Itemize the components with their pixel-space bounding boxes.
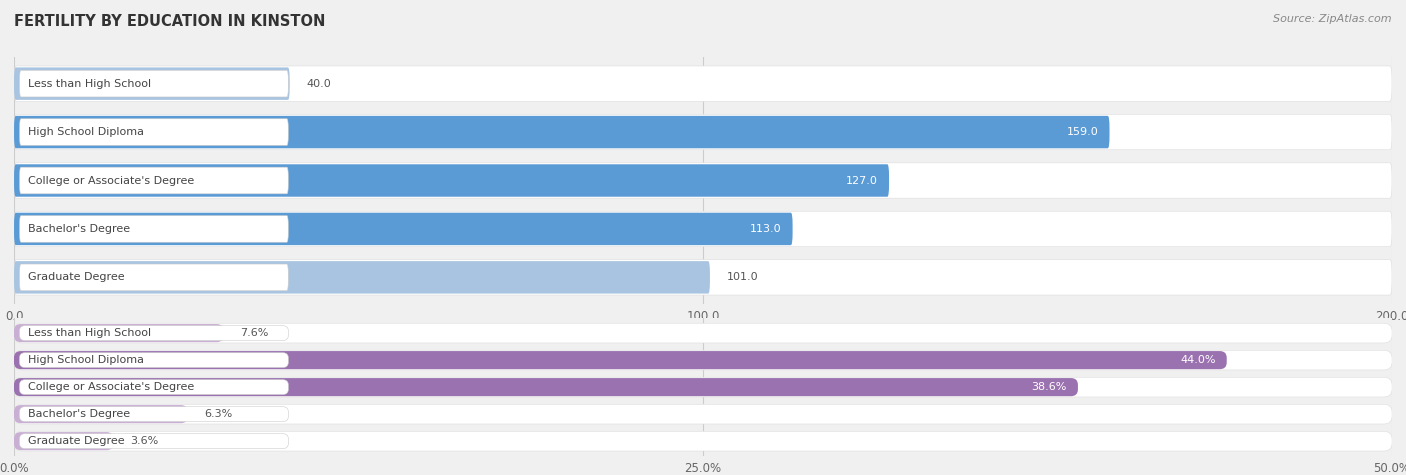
Text: 38.6%: 38.6% bbox=[1032, 382, 1067, 392]
Text: 159.0: 159.0 bbox=[1067, 127, 1098, 137]
FancyBboxPatch shape bbox=[14, 164, 889, 197]
Text: 44.0%: 44.0% bbox=[1180, 355, 1216, 365]
Text: 127.0: 127.0 bbox=[846, 175, 877, 186]
FancyBboxPatch shape bbox=[14, 432, 114, 450]
Text: Source: ZipAtlas.com: Source: ZipAtlas.com bbox=[1274, 14, 1392, 24]
Text: 6.3%: 6.3% bbox=[204, 409, 232, 419]
FancyBboxPatch shape bbox=[20, 352, 288, 368]
FancyBboxPatch shape bbox=[14, 377, 1392, 397]
FancyBboxPatch shape bbox=[14, 260, 1392, 295]
Text: 3.6%: 3.6% bbox=[129, 436, 157, 446]
FancyBboxPatch shape bbox=[14, 261, 710, 294]
FancyBboxPatch shape bbox=[14, 405, 188, 423]
FancyBboxPatch shape bbox=[14, 324, 224, 342]
Text: 40.0: 40.0 bbox=[307, 79, 330, 89]
Text: 7.6%: 7.6% bbox=[240, 328, 269, 338]
Text: Less than High School: Less than High School bbox=[28, 328, 150, 338]
Text: Graduate Degree: Graduate Degree bbox=[28, 272, 125, 282]
FancyBboxPatch shape bbox=[14, 431, 1392, 451]
Text: 113.0: 113.0 bbox=[749, 224, 782, 234]
FancyBboxPatch shape bbox=[14, 163, 1392, 198]
FancyBboxPatch shape bbox=[20, 119, 288, 145]
FancyBboxPatch shape bbox=[14, 116, 1109, 148]
FancyBboxPatch shape bbox=[14, 67, 290, 100]
FancyBboxPatch shape bbox=[14, 404, 1392, 424]
Text: 101.0: 101.0 bbox=[727, 272, 758, 282]
FancyBboxPatch shape bbox=[14, 114, 1392, 150]
FancyBboxPatch shape bbox=[14, 66, 1392, 101]
FancyBboxPatch shape bbox=[20, 70, 288, 97]
FancyBboxPatch shape bbox=[14, 351, 1226, 369]
FancyBboxPatch shape bbox=[14, 350, 1392, 370]
Text: College or Associate's Degree: College or Associate's Degree bbox=[28, 175, 194, 186]
Text: College or Associate's Degree: College or Associate's Degree bbox=[28, 382, 194, 392]
Text: Graduate Degree: Graduate Degree bbox=[28, 436, 125, 446]
FancyBboxPatch shape bbox=[14, 378, 1078, 396]
FancyBboxPatch shape bbox=[20, 434, 288, 448]
FancyBboxPatch shape bbox=[20, 216, 288, 242]
Text: Bachelor's Degree: Bachelor's Degree bbox=[28, 409, 129, 419]
FancyBboxPatch shape bbox=[14, 323, 1392, 343]
FancyBboxPatch shape bbox=[20, 407, 288, 422]
Text: Bachelor's Degree: Bachelor's Degree bbox=[28, 224, 129, 234]
Text: Less than High School: Less than High School bbox=[28, 79, 150, 89]
FancyBboxPatch shape bbox=[20, 326, 288, 341]
FancyBboxPatch shape bbox=[20, 380, 288, 395]
FancyBboxPatch shape bbox=[14, 213, 793, 245]
FancyBboxPatch shape bbox=[14, 211, 1392, 247]
Text: High School Diploma: High School Diploma bbox=[28, 355, 143, 365]
Text: High School Diploma: High School Diploma bbox=[28, 127, 143, 137]
FancyBboxPatch shape bbox=[20, 167, 288, 194]
Text: FERTILITY BY EDUCATION IN KINSTON: FERTILITY BY EDUCATION IN KINSTON bbox=[14, 14, 325, 29]
FancyBboxPatch shape bbox=[20, 264, 288, 291]
